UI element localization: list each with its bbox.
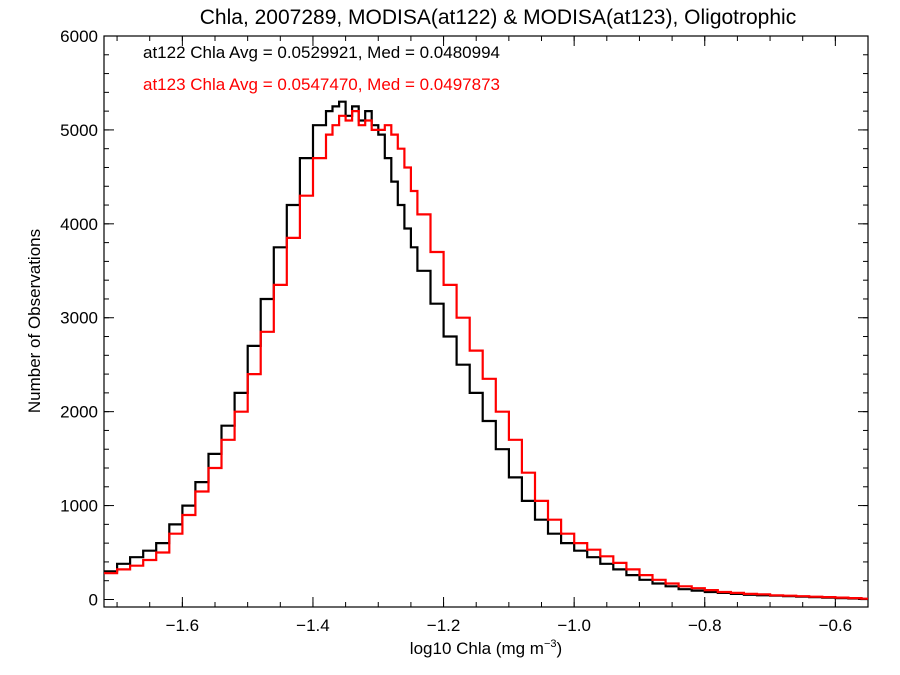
x-axis-title-main: log10 Chla (mg m (410, 639, 544, 658)
plot-frame (103, 35, 869, 608)
series-at123-line (104, 110, 868, 600)
y-tick-label: 1000 (60, 497, 98, 516)
axis-ticks (104, 35, 869, 607)
x-axis-title-close: ) (557, 639, 563, 658)
y-tick-label: 3000 (60, 309, 98, 328)
series-at122-line (104, 100, 868, 601)
y-tick-label: 0 (89, 590, 98, 609)
x-tick-label: −1.2 (427, 616, 461, 635)
y-tick-label: 2000 (60, 403, 98, 422)
y-tick-label: 5000 (60, 121, 98, 140)
x-tick-label: −1.6 (166, 616, 200, 635)
x-axis-title-superscript: −3 (544, 638, 557, 650)
annotation-at123: at123 Chla Avg = 0.0547470, Med = 0.0497… (143, 75, 500, 94)
x-tick-label: −1.0 (557, 616, 591, 635)
y-tick-label: 4000 (60, 215, 98, 234)
x-tick-label: −0.8 (688, 616, 722, 635)
y-axis-title: Number of Observations (25, 229, 44, 413)
y-tick-label: 6000 (60, 27, 98, 46)
x-axis-title: log10 Chla (mg m−3) (410, 638, 562, 658)
axis-tick-labels: −1.6 −1.4 −1.2 −1.0 −0.8 −0.6 0 1000 2000 3000 400… (60, 27, 852, 635)
x-tick-label: −1.4 (296, 616, 330, 635)
x-tick-label: −0.6 (819, 616, 853, 635)
annotation-at122: at122 Chla Avg = 0.0529921, Med = 0.0480… (143, 43, 500, 62)
series-layer (104, 100, 868, 601)
chart-title: Chla, 2007289, MODISA(at122) & MODISA(at… (200, 6, 796, 29)
